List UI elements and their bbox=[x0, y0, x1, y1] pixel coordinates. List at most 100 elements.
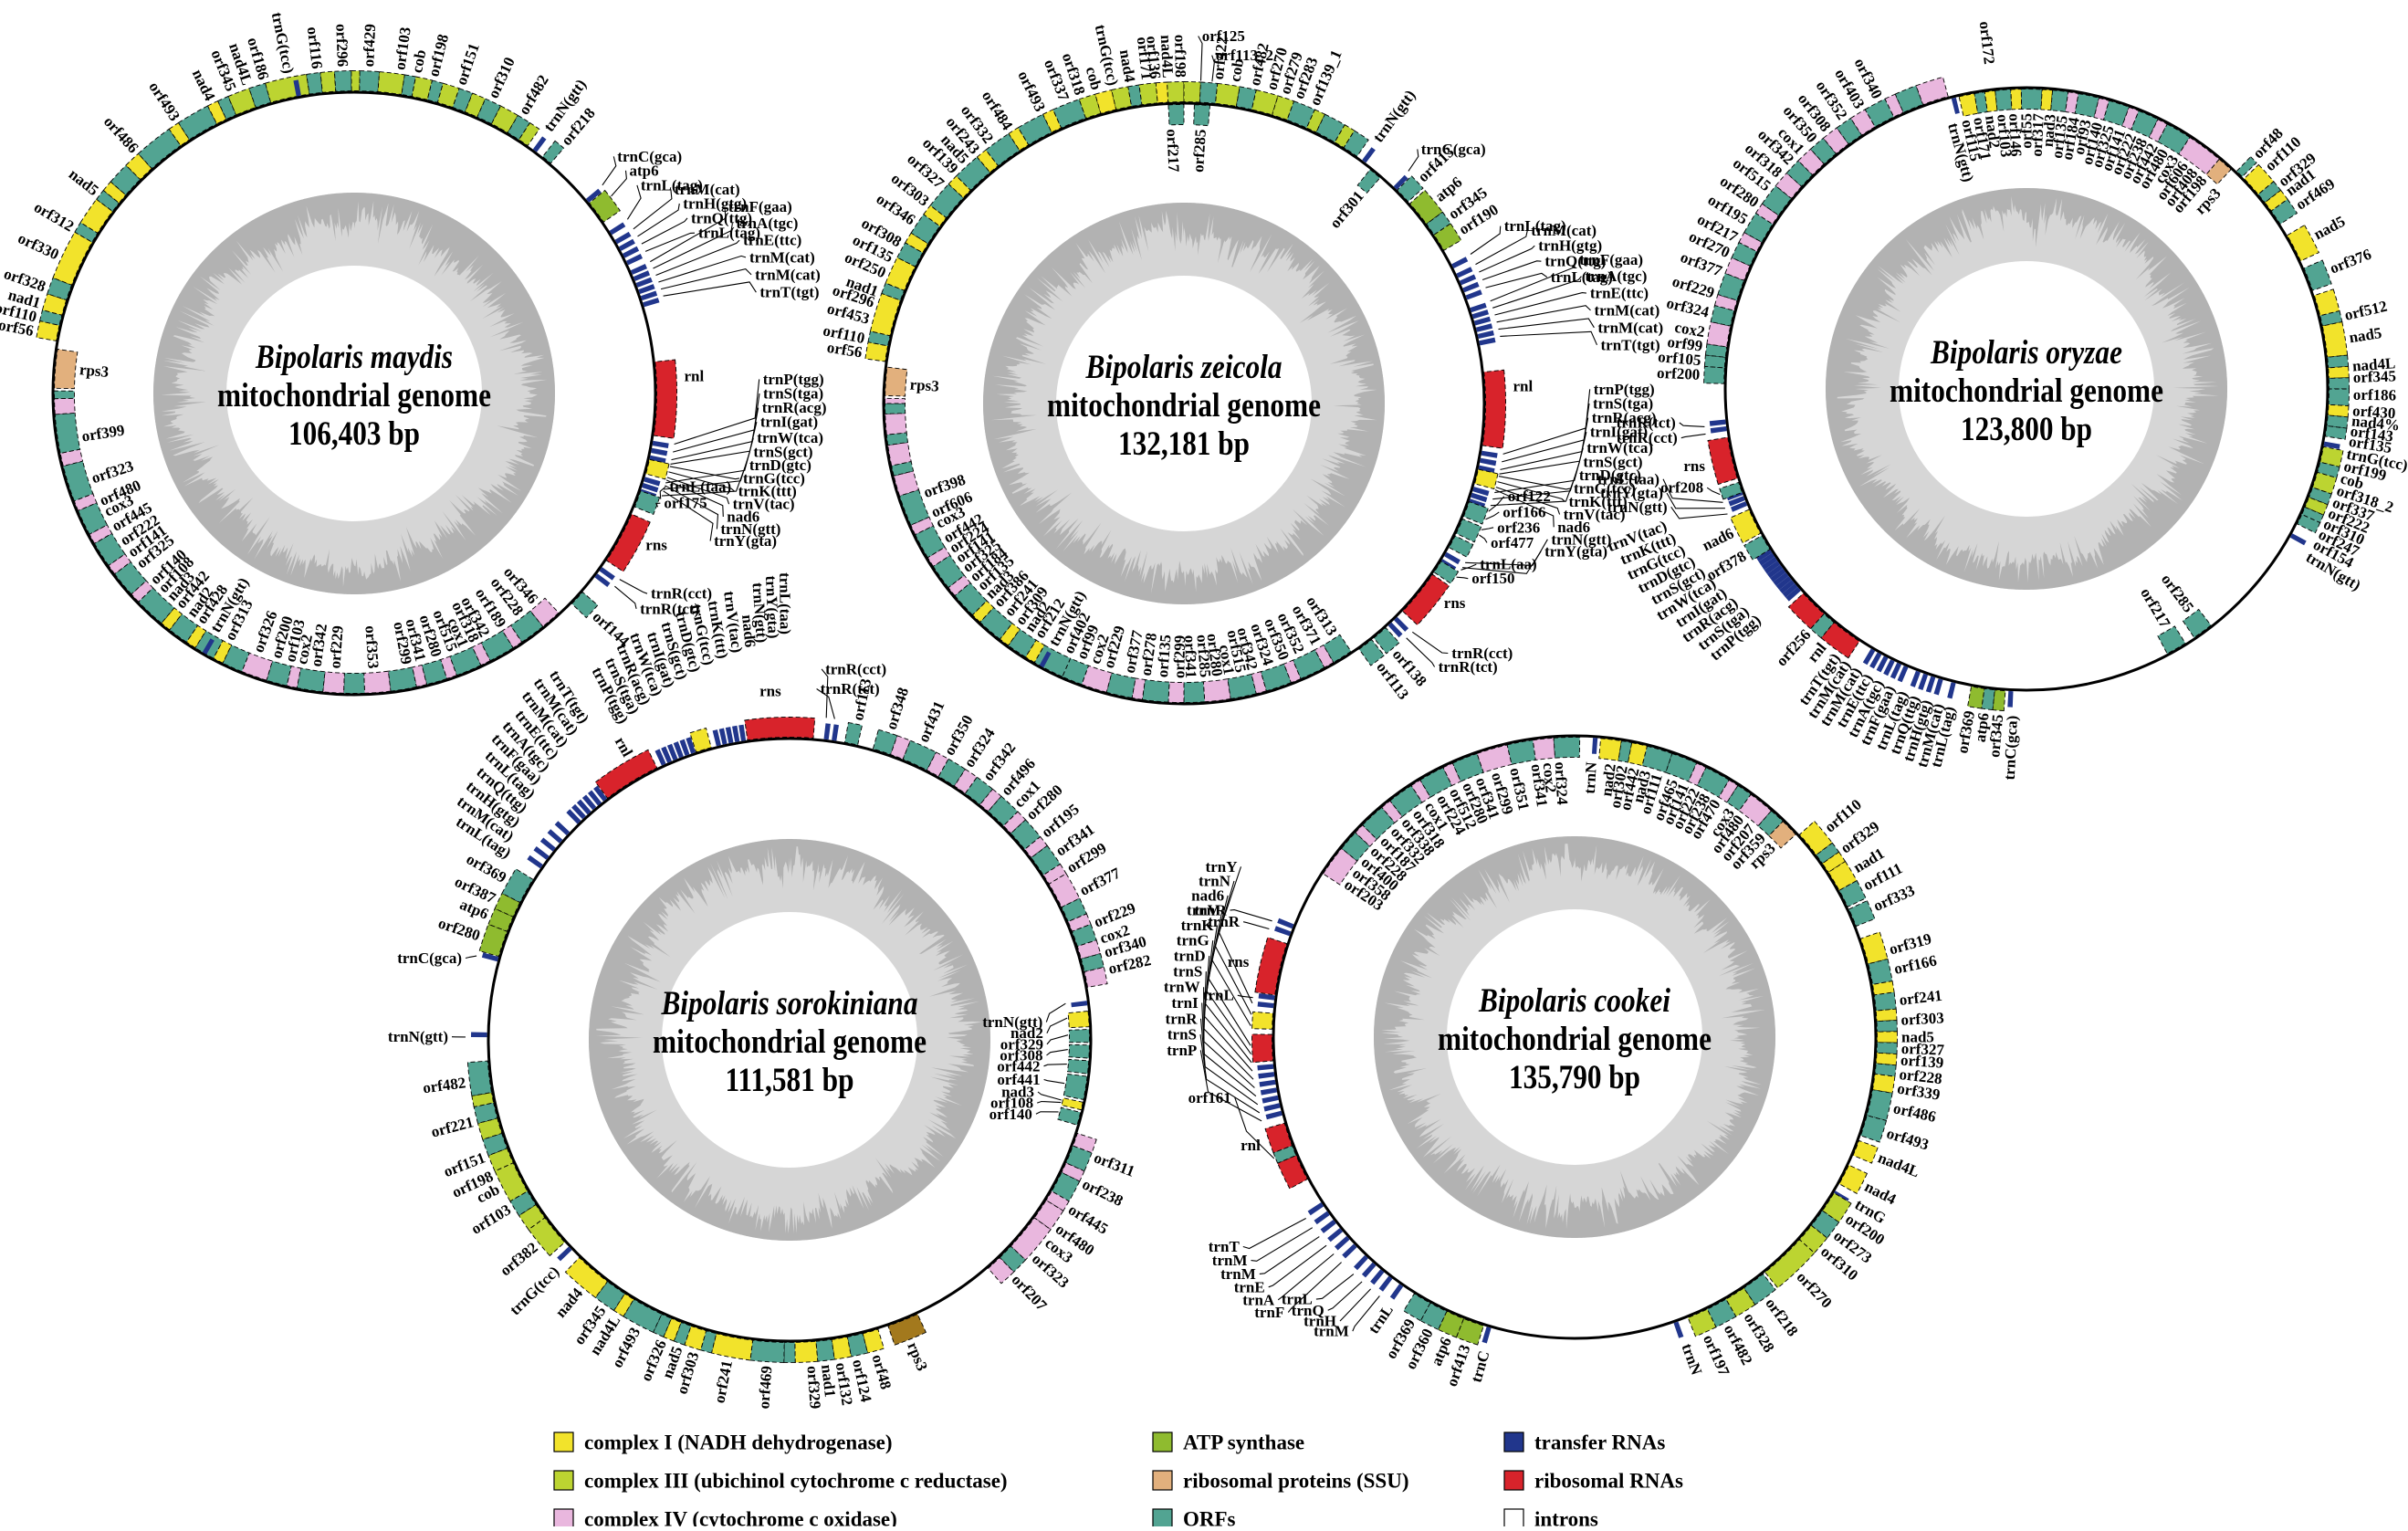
svg-text:trnN(gtt): trnN(gtt) bbox=[388, 1028, 448, 1045]
svg-text:trnC(gca): trnC(gca) bbox=[2001, 715, 2021, 781]
svg-text:trnM: trnM bbox=[1314, 1323, 1349, 1340]
svg-text:ribosomal proteins (SSU): ribosomal proteins (SSU) bbox=[1183, 1470, 1409, 1493]
svg-text:rnl: rnl bbox=[1241, 1137, 1261, 1154]
svg-text:trnE(ttc): trnE(ttc) bbox=[1590, 285, 1649, 302]
svg-text:orf55: orf55 bbox=[2018, 113, 2036, 149]
svg-text:trnH: trnH bbox=[1303, 1313, 1336, 1330]
svg-text:orf430: orf430 bbox=[2352, 402, 2396, 422]
svg-text:rps3: rps3 bbox=[79, 361, 110, 381]
svg-text:Bipolaris zeicola: Bipolaris zeicola bbox=[1085, 349, 1283, 386]
svg-text:trnL(aa): trnL(aa) bbox=[1480, 556, 1536, 573]
svg-text:rns: rns bbox=[1683, 457, 1705, 475]
svg-text:mitochondrial genome: mitochondrial genome bbox=[1890, 372, 2163, 410]
svg-text:introns: introns bbox=[1534, 1508, 1598, 1527]
svg-text:Bipolaris maydis: Bipolaris maydis bbox=[255, 339, 453, 376]
svg-text:trnV: trnV bbox=[1187, 902, 1220, 919]
svg-text:trnM(cat): trnM(cat) bbox=[755, 266, 821, 283]
svg-text:orf166: orf166 bbox=[1502, 503, 1545, 520]
svg-text:Bipolaris oryzae: Bipolaris oryzae bbox=[1930, 334, 2122, 372]
svg-text:trnL: trnL bbox=[1203, 987, 1234, 1004]
svg-text:trnR(acg): trnR(acg) bbox=[1592, 409, 1657, 426]
svg-text:rns: rns bbox=[1444, 594, 1466, 612]
svg-text:trnC(gca): trnC(gca) bbox=[397, 949, 462, 967]
svg-text:orf345: orf345 bbox=[2352, 367, 2396, 386]
svg-text:orf341: orf341 bbox=[1181, 634, 1199, 678]
svg-text:cox2: cox2 bbox=[1540, 761, 1560, 793]
svg-text:nad1: nad1 bbox=[818, 1364, 839, 1399]
svg-text:trnQ: trnQ bbox=[1292, 1302, 1324, 1319]
svg-text:orf122: orf122 bbox=[1508, 488, 1551, 505]
svg-text:orf198: orf198 bbox=[1171, 35, 1188, 78]
svg-text:trnL(taa): trnL(taa) bbox=[669, 478, 731, 496]
svg-text:orf103: orf103 bbox=[1994, 113, 2015, 158]
svg-text:trnR(cct): trnR(cct) bbox=[651, 585, 712, 603]
svg-text:nad4L: nad4L bbox=[1157, 35, 1177, 79]
svg-text:orf285: orf285 bbox=[1193, 634, 1214, 678]
svg-text:trnY: trnY bbox=[1206, 858, 1238, 876]
svg-text:trnF(gaa): trnF(gaa) bbox=[728, 198, 792, 215]
svg-text:orf236: orf236 bbox=[1497, 519, 1540, 536]
svg-text:trnM(cat): trnM(cat) bbox=[749, 248, 815, 266]
svg-text:trnR(tct): trnR(tct) bbox=[640, 600, 699, 617]
svg-text:orf317: orf317 bbox=[2028, 112, 2047, 156]
svg-text:ORFs: ORFs bbox=[1183, 1508, 1236, 1527]
svg-text:trnA(tgc): trnA(tgc) bbox=[736, 215, 798, 232]
svg-text:orf353: orf353 bbox=[361, 625, 382, 669]
svg-text:trnN(gtt): trnN(gtt) bbox=[720, 520, 780, 538]
svg-text:trnW(tca): trnW(tca) bbox=[757, 429, 823, 446]
svg-text:132,181 bp: 132,181 bp bbox=[1118, 425, 1250, 463]
svg-text:nad5: nad5 bbox=[1901, 1029, 1934, 1046]
svg-text:transfer RNAs: transfer RNAs bbox=[1534, 1431, 1665, 1454]
svg-text:trnF: trnF bbox=[1254, 1304, 1284, 1321]
svg-text:trnS: trnS bbox=[1167, 1026, 1197, 1043]
svg-text:complex I (NADH dehydrogenase): complex I (NADH dehydrogenase) bbox=[584, 1431, 893, 1454]
svg-text:trnN(gtt): trnN(gtt) bbox=[1551, 530, 1611, 548]
svg-text:complex III (ubichinol cytochr: complex III (ubichinol cytochrome c redu… bbox=[584, 1470, 1008, 1493]
svg-text:trnL(taa): trnL(taa) bbox=[1597, 470, 1659, 488]
svg-text:trnR(tct): trnR(tct) bbox=[1617, 414, 1676, 432]
svg-text:trnS(tga): trnS(tga) bbox=[763, 385, 823, 403]
svg-text:trnT(tgt): trnT(tgt) bbox=[1601, 336, 1660, 353]
svg-text:nad2: nad2 bbox=[1597, 762, 1619, 797]
svg-text:ribosomal RNAs: ribosomal RNAs bbox=[1534, 1470, 1683, 1493]
svg-text:trnR(tct): trnR(tct) bbox=[1439, 658, 1498, 676]
svg-text:trnI(gat): trnI(gat) bbox=[760, 414, 818, 431]
svg-text:111,581 bp: 111,581 bp bbox=[726, 1062, 854, 1099]
svg-text:rns: rns bbox=[645, 537, 667, 554]
svg-text:orf324: orf324 bbox=[1552, 761, 1571, 806]
svg-text:orf186: orf186 bbox=[2353, 386, 2397, 404]
svg-text:trnT(tgt): trnT(tgt) bbox=[759, 284, 819, 301]
svg-text:trnN: trnN bbox=[1199, 873, 1231, 890]
svg-text:orf150: orf150 bbox=[1471, 570, 1514, 587]
svg-text:ATP synthase: ATP synthase bbox=[1183, 1431, 1304, 1454]
svg-text:trnS: trnS bbox=[1173, 963, 1202, 980]
svg-text:orf345: orf345 bbox=[1985, 714, 2006, 759]
svg-text:complex IV (cytochrome c oxida: complex IV (cytochrome c oxidase) bbox=[584, 1508, 897, 1527]
svg-text:orf422: orf422 bbox=[1209, 36, 1231, 80]
svg-text:rns: rns bbox=[759, 683, 781, 700]
svg-text:trnI(gat): trnI(gat) bbox=[1590, 424, 1648, 441]
svg-text:trnW: trnW bbox=[1164, 979, 1200, 996]
svg-text:atp6: atp6 bbox=[1972, 712, 1993, 743]
svg-text:orf308: orf308 bbox=[1000, 1047, 1042, 1064]
svg-text:orf217: orf217 bbox=[1163, 129, 1182, 173]
svg-text:trnY(gta): trnY(gta) bbox=[714, 532, 777, 550]
svg-text:trnR: trnR bbox=[1166, 1010, 1199, 1027]
svg-text:orf99: orf99 bbox=[1666, 333, 1703, 355]
svg-text:orf135: orf135 bbox=[1154, 634, 1175, 678]
svg-text:trnP: trnP bbox=[1167, 1042, 1197, 1059]
svg-text:trnP(tgg): trnP(tgg) bbox=[763, 371, 824, 388]
svg-text:123,800 bp: 123,800 bp bbox=[1961, 411, 2092, 448]
svg-text:orf125: orf125 bbox=[1202, 27, 1245, 45]
svg-text:trnW(tca): trnW(tca) bbox=[1586, 439, 1653, 456]
svg-text:trnV(tac): trnV(tac) bbox=[1564, 506, 1626, 523]
svg-text:orf146: orf146 bbox=[2005, 113, 2025, 157]
svg-text:orf303: orf303 bbox=[1900, 1009, 1944, 1028]
svg-text:trnS(gct): trnS(gct) bbox=[753, 443, 812, 460]
svg-text:trnT: trnT bbox=[1209, 1238, 1241, 1255]
svg-text:trnL(taa): trnL(taa) bbox=[776, 572, 794, 634]
svg-text:rnl: rnl bbox=[1513, 378, 1534, 395]
svg-text:trnK: trnK bbox=[1181, 917, 1215, 934]
svg-text:trnD: trnD bbox=[1174, 948, 1206, 965]
svg-text:orf429: orf429 bbox=[360, 24, 379, 68]
